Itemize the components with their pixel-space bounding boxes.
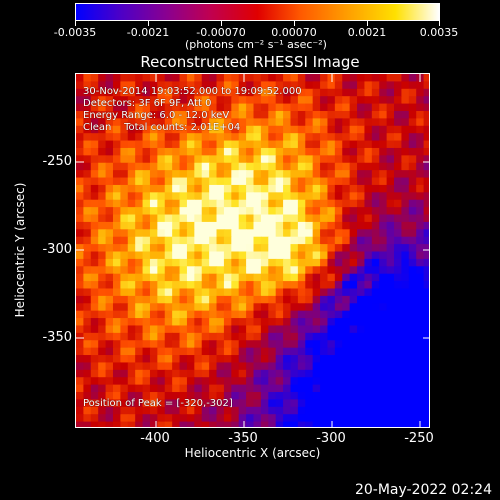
- colorbar-tick: [75, 20, 76, 26]
- colorbar-tick: [294, 20, 295, 26]
- reconstructed-image: [76, 74, 429, 427]
- colorbar-tick: [367, 20, 368, 26]
- x-tick-label: -250: [404, 431, 434, 446]
- axis-tick-marks: [76, 74, 429, 427]
- x-tick-label: -300: [316, 431, 346, 446]
- colorbar-axis: -0.0035 -0.0021 -0.00070 0.00070 0.0021 …: [0, 0, 500, 50]
- x-tick-label: -350: [228, 431, 258, 446]
- colorbar-tick-label: 0.00070: [271, 26, 317, 39]
- y-axis: -250 -300 -350: [0, 0, 72, 500]
- image-plot-area: 30-Nov-2014 19:03:52.000 to 19:09:52.000…: [75, 73, 430, 428]
- colorbar-tick: [148, 20, 149, 26]
- colorbar-units-label: (photons cm⁻² s⁻¹ asec⁻²): [185, 38, 327, 51]
- colorbar-tick-label: -0.0021: [126, 26, 170, 39]
- x-tick-label: -400: [140, 431, 170, 446]
- timestamp: 20-May-2022 02:24: [354, 482, 492, 498]
- colorbar-tick-label: 0.0035: [419, 26, 459, 39]
- plot-title: Reconstructed RHESSI Image: [140, 53, 360, 71]
- colorbar-tick: [221, 20, 222, 26]
- colorbar-tick-label: -0.00070: [196, 26, 246, 39]
- annotation-clean-counts: Clean Total counts: 2.01E+04: [83, 122, 241, 133]
- y-tick-label: -300: [42, 242, 72, 257]
- annotation-detectors: Detectors: 3F 6F 9F, Att 0: [83, 98, 212, 109]
- annotation-time-range: 30-Nov-2014 19:03:52.000 to 19:09:52.000: [83, 86, 302, 97]
- peak-position-label: Position of Peak = [-320,-302]: [83, 398, 233, 409]
- x-axis-label: Heliocentric X (arcsec): [184, 446, 321, 460]
- colorbar: [75, 3, 440, 21]
- colorbar-tick-label: 0.0021: [347, 26, 387, 39]
- y-tick-label: -350: [42, 330, 72, 345]
- y-axis-label: Heliocentric Y (arcsec): [13, 182, 27, 318]
- colorbar-tick-label: -0.0035: [53, 26, 97, 39]
- y-tick-label: -250: [42, 154, 72, 169]
- heatmap-pixels: [76, 74, 429, 427]
- annotation-energy-range: Energy Range: 6.0 - 12.0 keV: [83, 110, 230, 121]
- colorbar-tick: [439, 20, 440, 26]
